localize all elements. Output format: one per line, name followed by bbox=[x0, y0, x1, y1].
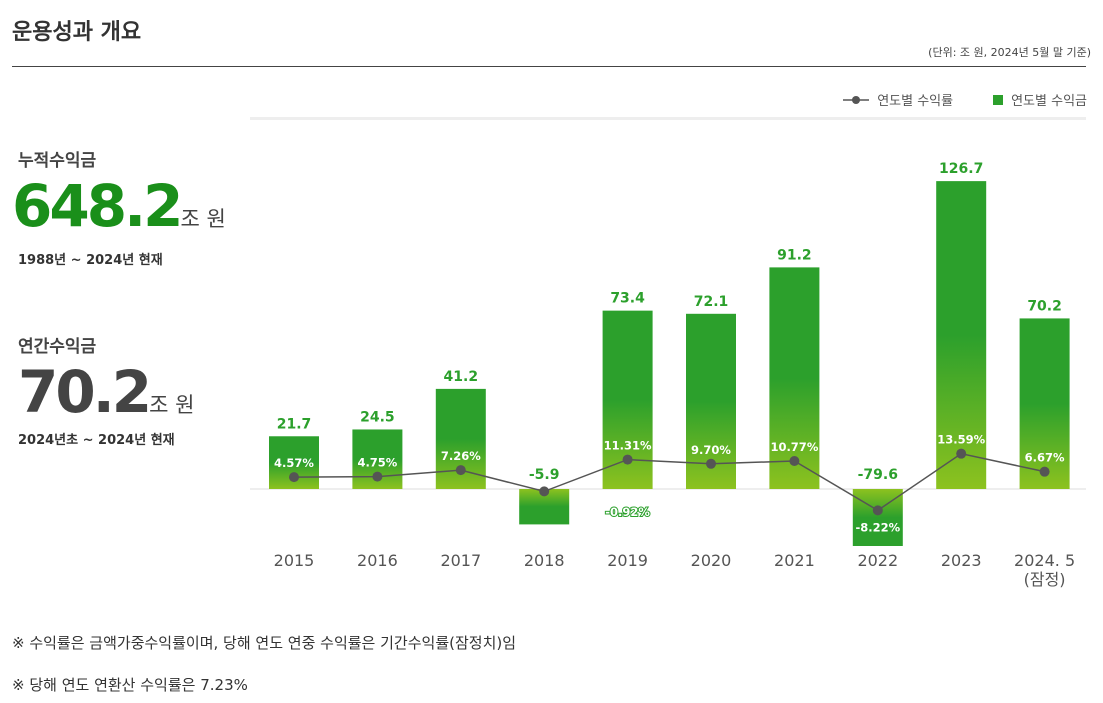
bar bbox=[1019, 318, 1070, 489]
rate-point bbox=[1039, 466, 1050, 477]
bar-value-label: 70.2 bbox=[1027, 298, 1062, 314]
x-tick-label: 2023 bbox=[941, 551, 982, 570]
legend-label: 연도별 수익률 bbox=[877, 94, 954, 109]
x-tick-label: 2016 bbox=[357, 551, 398, 570]
rate-point bbox=[789, 455, 800, 466]
annual-kpi: 70.2조 원 bbox=[18, 358, 194, 426]
cumulative-suffix: 조 원 bbox=[180, 207, 226, 231]
rate-point bbox=[872, 505, 883, 516]
footnote: ※ 당해 연도 연환산 수익률은 7.23% bbox=[12, 676, 248, 694]
bar-value-label: 41.2 bbox=[444, 369, 479, 385]
bar bbox=[936, 181, 987, 489]
rate-label: 6.67% bbox=[1025, 451, 1065, 465]
x-tick-label: 2015 bbox=[274, 551, 315, 570]
rate-point bbox=[956, 448, 967, 459]
x-tick-label: 2020 bbox=[691, 551, 732, 570]
line-marker-icon bbox=[843, 95, 870, 104]
bar bbox=[769, 267, 820, 489]
rate-label: 7.26% bbox=[441, 449, 481, 463]
annual-label: 연간수익금 bbox=[18, 337, 97, 357]
plot-top-band bbox=[250, 117, 1086, 120]
x-tick-label: 2021 bbox=[774, 551, 815, 570]
bar-value-label: 126.7 bbox=[939, 161, 983, 177]
bar-value-label: 91.2 bbox=[777, 247, 812, 263]
legend: 연도별 수익률 연도별 수익금 bbox=[843, 90, 1087, 109]
cumulative-value: 648.2 bbox=[12, 172, 183, 240]
rate-point bbox=[706, 458, 716, 469]
cumulative-kpi: 648.2조 원 bbox=[12, 172, 226, 240]
rate-label: 4.75% bbox=[357, 456, 397, 470]
cumulative-period: 1988년 ~ 2024년 현재 bbox=[18, 253, 163, 268]
legend-label: 연도별 수익금 bbox=[1011, 94, 1087, 109]
bar-value-label: 24.5 bbox=[360, 409, 395, 425]
bar-value-label: 72.1 bbox=[694, 294, 729, 310]
bar-value-label: -5.9 bbox=[529, 467, 560, 483]
rate-point bbox=[539, 486, 550, 497]
divider bbox=[12, 66, 1086, 67]
legend-item-profit: 연도별 수익금 bbox=[993, 90, 1087, 109]
x-tick-label: 2024. 5 bbox=[1014, 551, 1075, 570]
x-tick-label: (잠정) bbox=[1024, 570, 1066, 589]
bar bbox=[852, 489, 903, 546]
bar-value-label: 21.7 bbox=[277, 416, 312, 432]
page-title: 운용성과 개요 bbox=[12, 20, 142, 45]
legend-item-rate: 연도별 수익률 bbox=[843, 90, 953, 109]
rate-label: 9.70% bbox=[691, 443, 731, 457]
rate-label: -8.22% bbox=[855, 520, 900, 534]
bar-value-label: -79.6 bbox=[858, 467, 898, 483]
footnote: ※ 수익률은 금액가중수익률이며, 당해 연도 연중 수익률은 기간수익률(잠정… bbox=[12, 634, 517, 652]
unit-note: (단위: 조 원, 2024년 5월 말 기준) bbox=[928, 46, 1091, 59]
rate-label: -0.92% bbox=[605, 505, 650, 519]
rate-label: 11.31% bbox=[604, 439, 652, 453]
x-tick-label: 2018 bbox=[524, 551, 565, 570]
annual-value: 70.2 bbox=[18, 358, 152, 426]
rate-point bbox=[289, 472, 299, 483]
annual-suffix: 조 원 bbox=[149, 393, 195, 417]
x-tick-label: 2022 bbox=[857, 551, 898, 570]
rate-line bbox=[293, 452, 1045, 512]
rate-label: 13.59% bbox=[937, 433, 985, 447]
bar-value-label: 73.4 bbox=[610, 291, 645, 307]
annual-period: 2024년초 ~ 2024년 현재 bbox=[18, 433, 175, 448]
rate-point bbox=[455, 465, 466, 476]
bar-swatch-icon bbox=[993, 94, 1004, 105]
rate-point bbox=[622, 454, 633, 465]
rate-point bbox=[372, 471, 383, 482]
rate-label: 10.77% bbox=[770, 440, 818, 454]
x-tick-label: 2017 bbox=[440, 551, 481, 570]
rate-label: 4.57% bbox=[274, 456, 314, 470]
cumulative-label: 누적수익금 bbox=[18, 151, 97, 171]
x-tick-label: 2019 bbox=[607, 551, 648, 570]
